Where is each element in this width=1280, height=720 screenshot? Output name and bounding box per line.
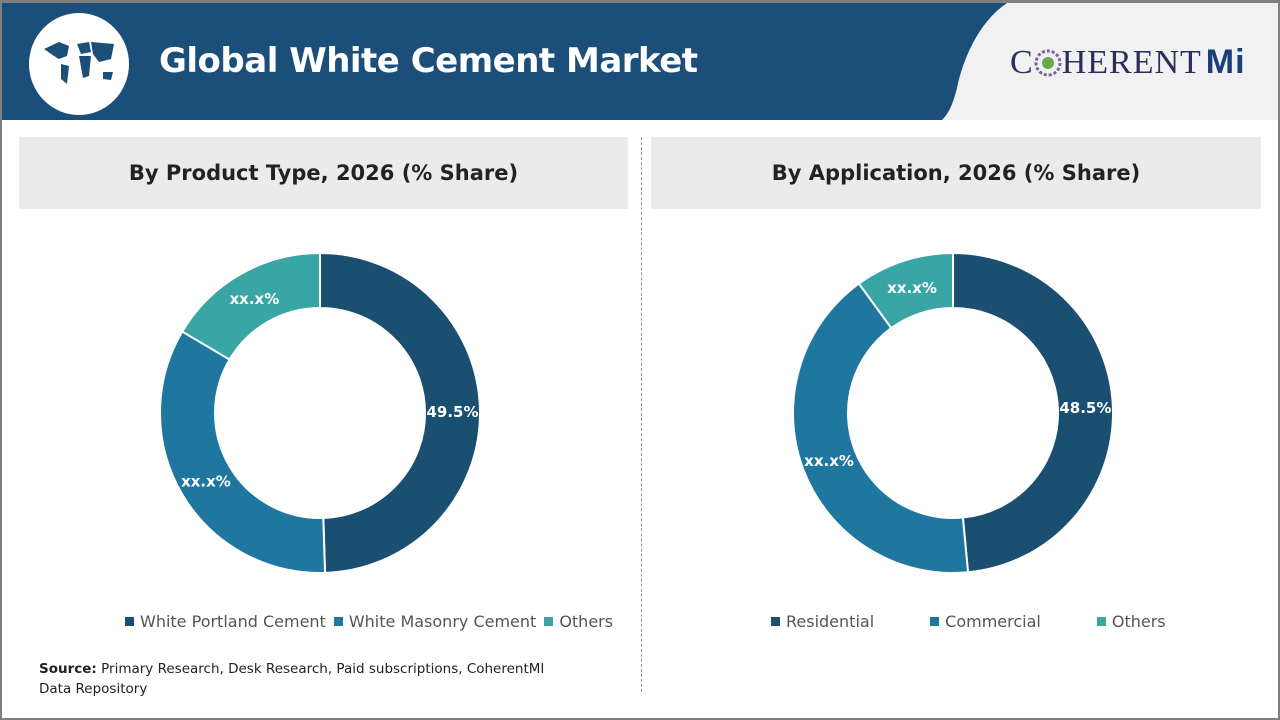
logo-c: C <box>1010 43 1034 81</box>
source-label: Source: <box>39 661 97 677</box>
coherentmi-logo: C HERENT Mi <box>1010 43 1246 82</box>
legend-swatch <box>771 617 780 626</box>
chart-title-application: By Application, 2026 (% Share) <box>651 137 1261 209</box>
source-text: Primary Research, Desk Research, Paid su… <box>39 661 545 697</box>
chart-title-product-type: By Product Type, 2026 (% Share) <box>19 137 628 209</box>
donut-slice-others <box>857 251 954 330</box>
page-title: Global White Cement Market <box>159 41 698 81</box>
legend-swatch <box>125 617 134 626</box>
data-label: xx.x% <box>804 452 854 470</box>
data-label: 48.5% <box>1059 399 1111 417</box>
legend-product-type: White Portland Cement White Masonry Cemen… <box>125 612 621 631</box>
legend-item: White Masonry Cement <box>333 612 537 631</box>
legend-label: Others <box>1111 612 1166 631</box>
legend-swatch <box>1096 617 1106 626</box>
legend-label: White Masonry Cement <box>348 612 537 631</box>
header-band <box>2 3 1007 120</box>
legend-item: Others <box>1096 612 1166 631</box>
donut-slice-commercial <box>792 282 970 574</box>
donut-slice-others <box>180 251 321 361</box>
header: Global White Cement Market C HERENT Mi <box>2 3 1278 120</box>
donut-chart-product-type: 49.5% xx.x% xx.x% <box>159 251 481 574</box>
legend-swatch <box>544 617 554 626</box>
donut-slice-residential <box>952 251 1114 574</box>
data-label: xx.x% <box>887 279 937 297</box>
data-label: xx.x% <box>229 290 279 308</box>
legend-label: Commercial <box>945 612 1041 631</box>
legend-item: Residential <box>771 612 874 631</box>
logo-globe-icon <box>1034 49 1062 76</box>
data-label: 49.5% <box>426 403 478 421</box>
legend-item: Others <box>544 612 613 631</box>
legend-label: Residential <box>786 612 875 631</box>
data-label: xx.x% <box>181 472 231 490</box>
legend-item: Commercial <box>930 612 1041 631</box>
legend-item: White Portland Cement <box>125 612 326 631</box>
legend-label: Others <box>559 612 614 631</box>
logo-herent: HERENT <box>1061 43 1202 81</box>
legend-swatch <box>333 617 343 626</box>
logo-mi: Mi <box>1205 43 1246 81</box>
legend-swatch <box>930 617 940 626</box>
legend-label: White Portland Cement <box>140 612 326 631</box>
globe-icon <box>29 13 129 115</box>
legend-application: Residential Commercial Others <box>771 612 1222 631</box>
donut-slice-white-portland-cement <box>319 251 481 574</box>
source-note: Source: Primary Research, Desk Research,… <box>39 659 579 699</box>
donut-slice-white-masonry-cement <box>159 330 327 574</box>
panel-divider <box>641 137 642 692</box>
donut-chart-application: 48.5% xx.x% xx.x% <box>792 251 1114 574</box>
